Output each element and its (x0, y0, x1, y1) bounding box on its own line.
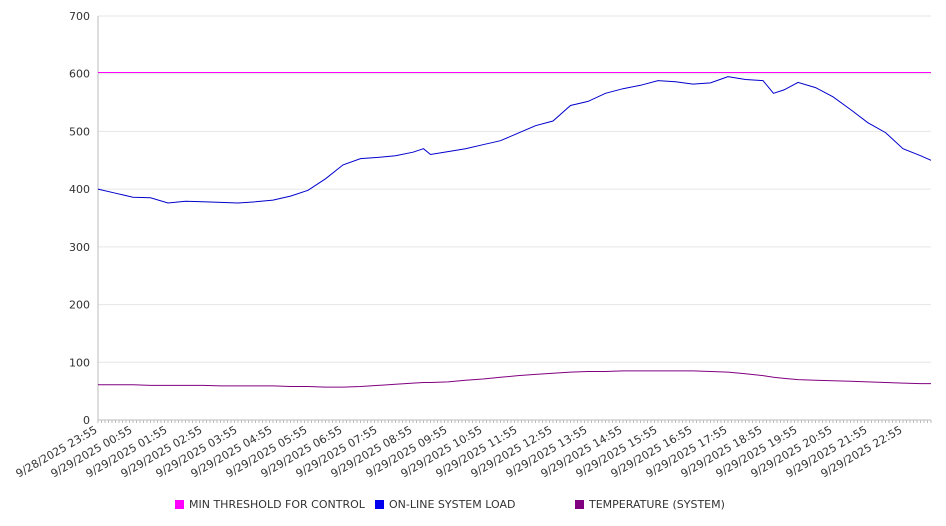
series-line-on-line-system-load (97, 76, 932, 204)
y-tick-label: 600 (69, 68, 90, 81)
x-axis-ticks: 9/28/2025 23:559/29/2025 00:559/29/2025 … (14, 420, 932, 480)
legend-swatch (175, 500, 184, 509)
legend-item-threshold[interactable]: MIN THRESHOLD FOR CONTROL (175, 498, 365, 511)
y-tick-label: 100 (69, 356, 90, 369)
y-axis-ticks: 0 100 200 300 400 500 600 700 (69, 10, 90, 427)
y-tick-label: 200 (69, 299, 90, 312)
legend-label: ON-LINE SYSTEM LOAD (389, 498, 516, 511)
y-tick-label: 0 (83, 414, 90, 427)
legend-swatch (375, 500, 384, 509)
legend-item-temperature[interactable]: TEMPERATURE (SYSTEM) (575, 498, 725, 511)
legend-item-load[interactable]: ON-LINE SYSTEM LOAD (375, 498, 515, 511)
legend-swatch (575, 500, 584, 509)
y-tick-label: 300 (69, 241, 90, 254)
gridlines (98, 15, 931, 363)
y-tick-label: 500 (69, 125, 90, 138)
y-tick-label: 400 (69, 183, 90, 196)
legend-label: MIN THRESHOLD FOR CONTROL (189, 498, 365, 511)
series-line-temperature-system (98, 370, 931, 388)
legend: MIN THRESHOLD FOR CONTROL ON-LINE SYSTEM… (0, 498, 946, 514)
y-tick-label: 700 (69, 10, 90, 23)
legend-label: TEMPERATURE (SYSTEM) (589, 498, 725, 511)
